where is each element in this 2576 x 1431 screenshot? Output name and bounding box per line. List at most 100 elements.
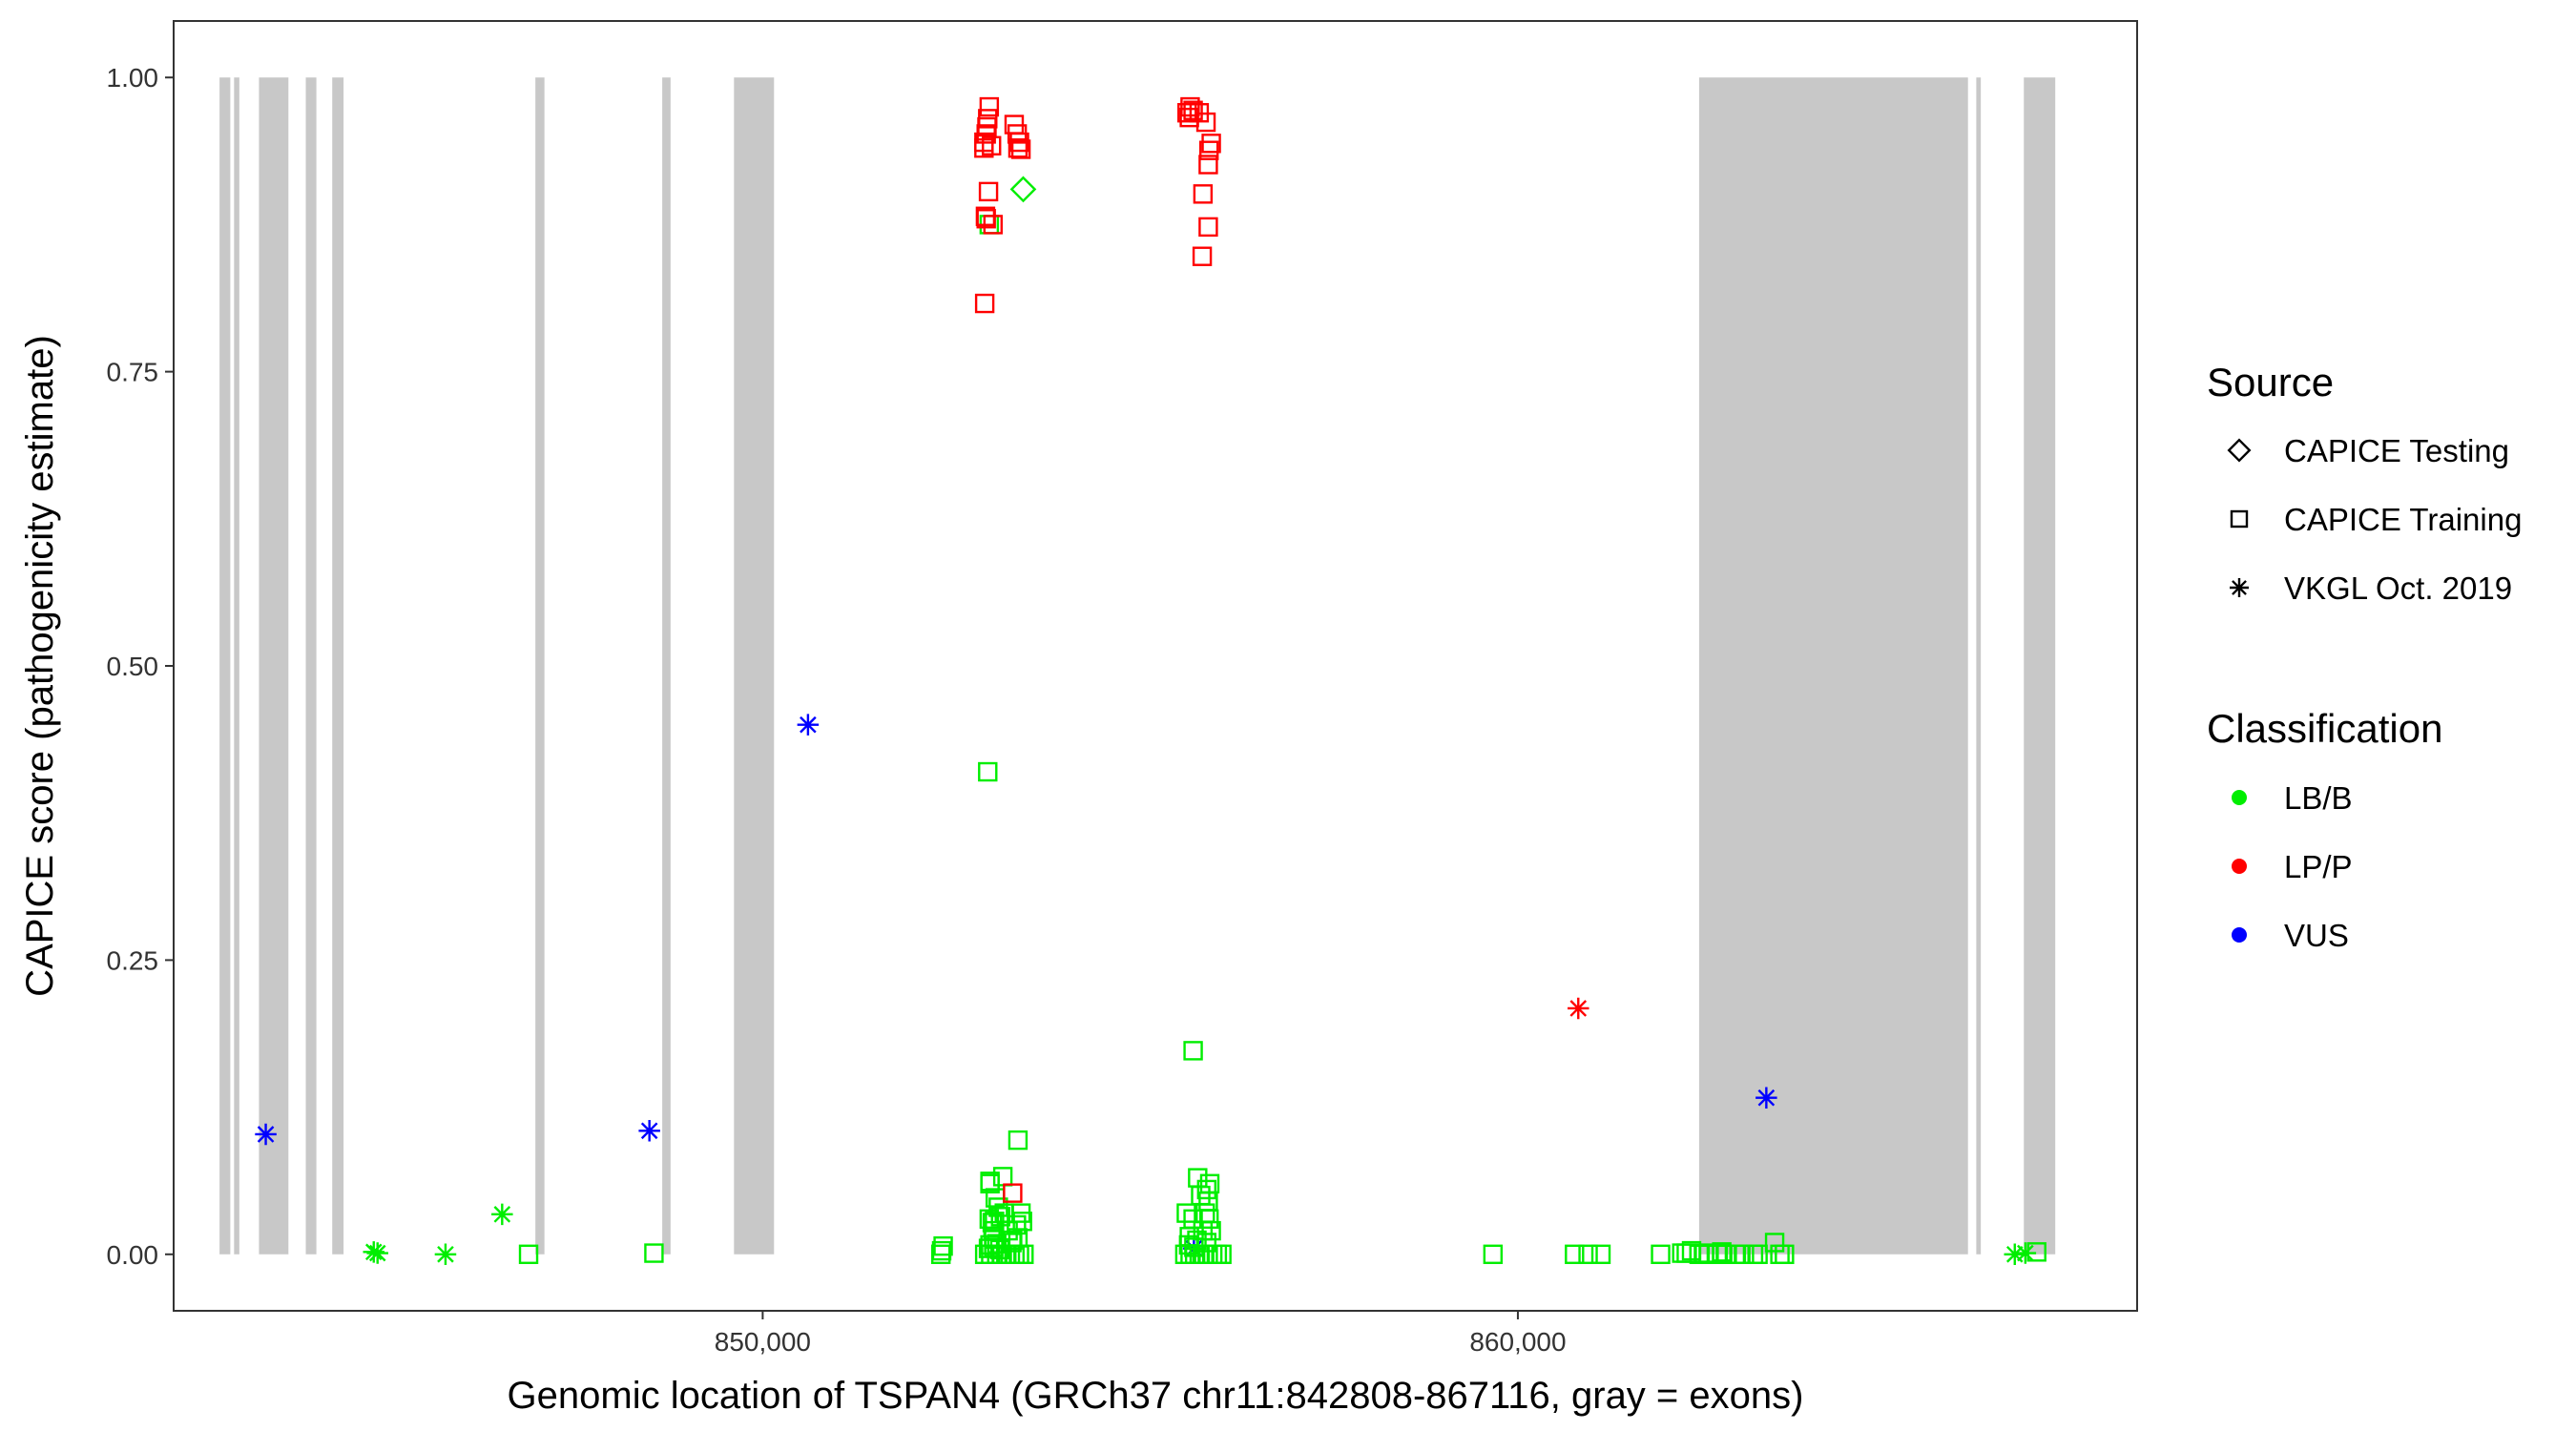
data-point [1187, 1230, 1207, 1251]
legend-source-title: Source [2207, 360, 2334, 404]
legend-key-dot [2232, 927, 2247, 943]
data-point [979, 96, 1000, 117]
y-axis-title: CAPICE score (pathogenicity estimate) [19, 335, 61, 997]
legend-class-items: LB/B LP/P VUS [2232, 780, 2353, 953]
data-point [1183, 1041, 1203, 1061]
data-point [797, 714, 820, 736]
y-tick-label: 0.25 [107, 945, 159, 975]
data-point [1590, 1244, 1611, 1264]
legend-classification-title: Classification [2207, 706, 2442, 751]
x-tick-label: 860,000 [1469, 1327, 1566, 1357]
y-tick-label: 0.75 [107, 358, 159, 387]
data-point [1198, 140, 1219, 160]
data-point [1192, 246, 1213, 266]
data-point [987, 1234, 1007, 1254]
data-point [1568, 997, 1589, 1020]
legend-key-square [2230, 509, 2249, 529]
legend-class-label: LP/P [2284, 849, 2353, 884]
data-point [1003, 1230, 1023, 1251]
data-point [1191, 1185, 1211, 1206]
exon-band [234, 77, 239, 1255]
data-point [255, 1123, 277, 1146]
data-point [518, 1244, 539, 1264]
legend-key-dot [2232, 790, 2247, 805]
y-tick-label: 0.00 [107, 1240, 159, 1270]
data-point [1483, 1244, 1504, 1264]
legend-key-asterisk [2230, 578, 2249, 597]
exon-bands [219, 77, 2056, 1255]
legend-class-label: LB/B [2284, 780, 2353, 816]
data-point [974, 293, 995, 314]
exon-band [2024, 77, 2056, 1255]
data-point [1184, 1237, 1204, 1257]
data-point [1009, 176, 1037, 203]
legend-class-label: VUS [2284, 918, 2349, 953]
exon-band [734, 77, 775, 1255]
data-point [1003, 1183, 1023, 1203]
data-point [1198, 1209, 1219, 1229]
data-point [933, 1235, 953, 1256]
data-point [1201, 134, 1221, 154]
data-point [978, 761, 998, 782]
exon-band [305, 77, 317, 1255]
data-point [644, 1243, 664, 1263]
data-points [255, 96, 2046, 1266]
data-point [976, 209, 996, 229]
exon-band [332, 77, 344, 1255]
y-tick-label: 0.50 [107, 652, 159, 681]
data-point [2014, 1242, 2037, 1264]
data-point [1565, 1244, 1585, 1264]
exon-band [1698, 77, 1968, 1255]
data-point [931, 1240, 952, 1261]
exon-band [662, 77, 671, 1255]
legend-key-diamond [2227, 438, 2252, 463]
data-point [1008, 1130, 1028, 1151]
data-point [363, 1241, 385, 1263]
data-point [984, 1229, 1004, 1249]
data-point [2004, 1243, 2026, 1266]
data-point [978, 181, 999, 202]
data-point [1212, 1244, 1232, 1264]
data-point [638, 1120, 660, 1142]
data-point [1578, 1244, 1598, 1264]
x-axis: 850,000 860,000 [715, 1311, 1567, 1357]
legend-source-label: CAPICE Training [2284, 502, 2522, 537]
legend-key-dot [2232, 859, 2247, 874]
legend-source-label: VKGL Oct. 2019 [2284, 570, 2512, 606]
data-point [1010, 139, 1031, 159]
legend-source-label: CAPICE Testing [2284, 433, 2509, 468]
exon-band [1976, 77, 1982, 1255]
data-point [1195, 112, 1216, 133]
data-point [1183, 100, 1203, 120]
data-point [1748, 1244, 1768, 1264]
data-point [434, 1243, 457, 1266]
y-axis: 0.00 0.25 0.50 0.75 1.00 [107, 63, 174, 1270]
x-axis-title: Genomic location of TSPAN4 (GRCh37 chr11… [508, 1375, 1804, 1417]
data-point [1008, 138, 1028, 158]
data-point [1651, 1244, 1671, 1264]
data-point [2026, 1242, 2046, 1262]
x-tick-label: 850,000 [715, 1327, 811, 1357]
data-point [1177, 103, 1197, 123]
data-point [1775, 1244, 1795, 1264]
legend: Source CAPICE Testing CAPICE Training VKGL… [2207, 360, 2522, 953]
data-point [1198, 217, 1218, 238]
exon-band [535, 77, 545, 1255]
data-point [980, 1234, 1000, 1255]
legend-source-items: CAPICE Testing CAPICE Training VKGL Oct. 2… [2227, 433, 2522, 606]
data-point [1764, 1233, 1785, 1253]
data-point [366, 1242, 388, 1264]
data-point [1009, 132, 1029, 153]
data-point [1198, 155, 1218, 175]
data-point [992, 1167, 1013, 1187]
y-tick-label: 1.00 [107, 63, 159, 93]
data-point [1193, 184, 1214, 204]
data-point [1755, 1087, 1777, 1109]
exon-band [219, 77, 231, 1255]
data-point [1176, 1203, 1196, 1223]
data-point [491, 1203, 513, 1226]
data-point [977, 116, 997, 137]
exon-band [259, 77, 289, 1255]
